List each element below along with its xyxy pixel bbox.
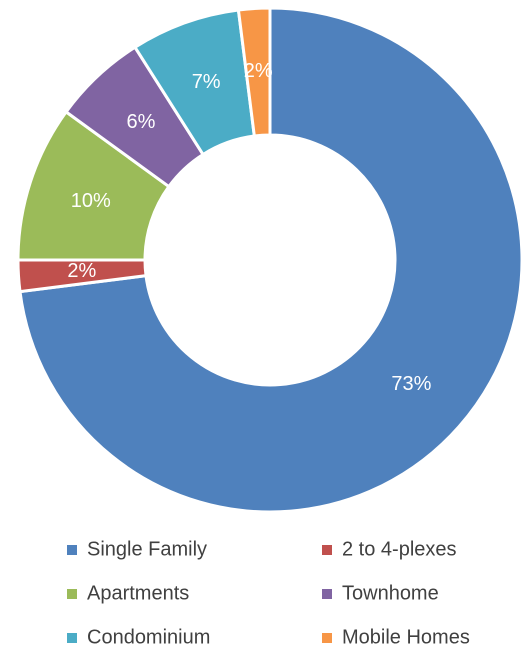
data-label: 7%: [192, 71, 221, 93]
legend-label: Mobile Homes: [342, 626, 470, 648]
legend-swatch: [322, 545, 332, 555]
slice: [18, 6, 524, 514]
legend-label: Condominium: [87, 626, 210, 648]
legend-swatch: [322, 589, 332, 599]
data-label: 6%: [127, 111, 156, 133]
data-label: 73%: [391, 373, 431, 395]
legend-swatch: [67, 589, 77, 599]
legend-label: Townhome: [342, 582, 439, 604]
slice: [236, 6, 272, 138]
data-label: 10%: [71, 190, 111, 212]
data-label: 2%: [244, 60, 273, 82]
legend-swatch: [67, 633, 77, 643]
legend-label: 2 to 4-plexes: [342, 538, 457, 560]
legend-swatch: [322, 633, 332, 643]
legend-label: Apartments: [87, 582, 189, 604]
legend-label: Single Family: [87, 538, 207, 560]
legend-swatch: [67, 545, 77, 555]
data-label: 2%: [67, 260, 96, 282]
